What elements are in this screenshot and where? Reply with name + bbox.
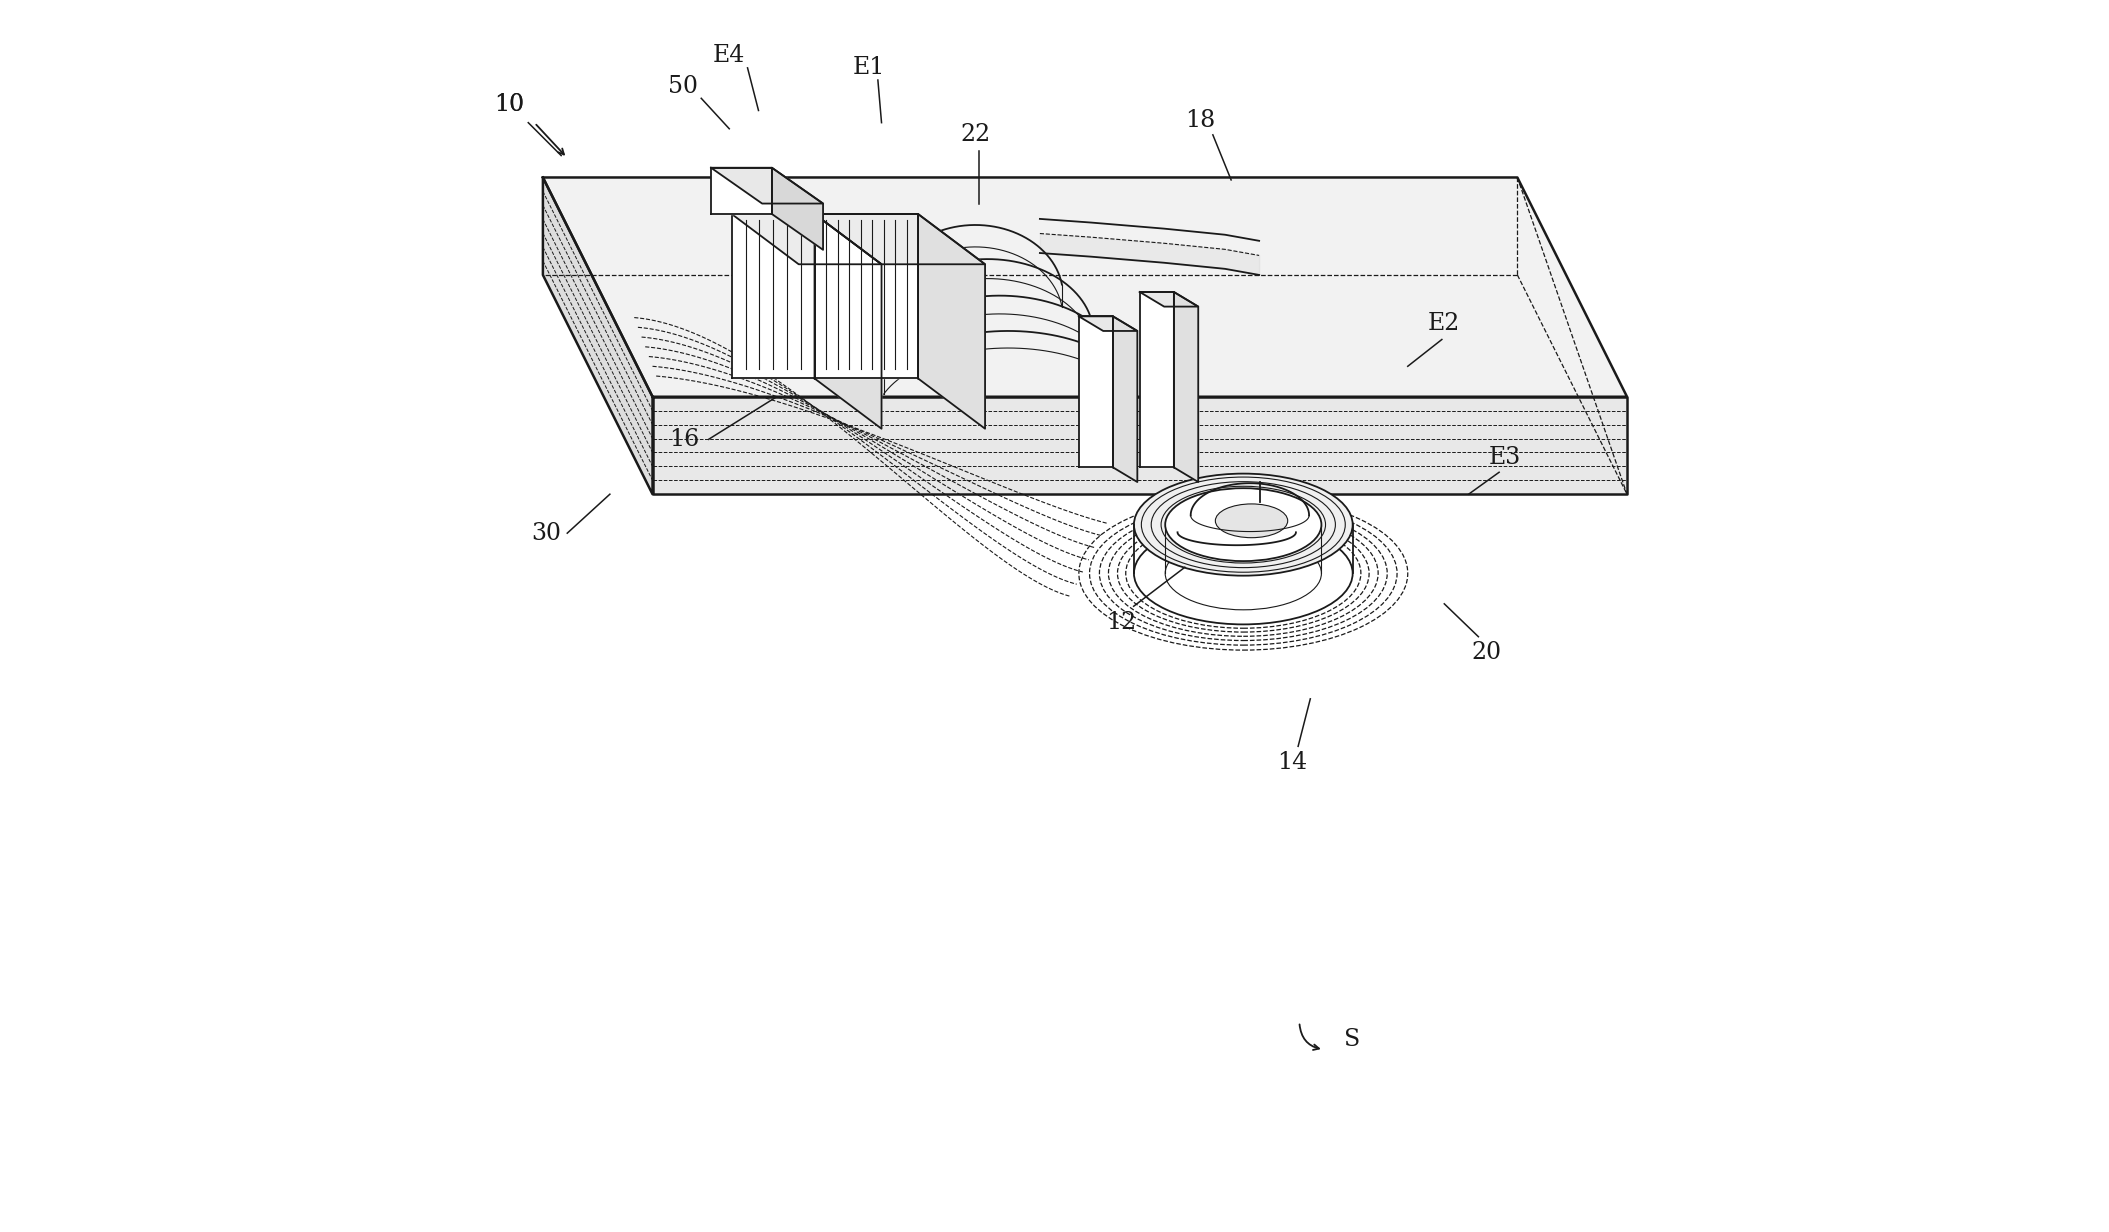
- Polygon shape: [814, 214, 882, 429]
- Text: 10: 10: [494, 92, 523, 116]
- Text: 50: 50: [669, 75, 698, 97]
- Text: 22: 22: [960, 123, 991, 147]
- Ellipse shape: [1135, 473, 1352, 575]
- Polygon shape: [1080, 317, 1114, 467]
- Text: 14: 14: [1276, 750, 1308, 774]
- Polygon shape: [542, 177, 1626, 397]
- Text: E1: E1: [854, 57, 886, 79]
- Text: 20: 20: [1472, 641, 1502, 664]
- Polygon shape: [814, 214, 917, 378]
- Polygon shape: [732, 214, 814, 378]
- Text: 16: 16: [669, 428, 700, 451]
- Text: E3: E3: [1489, 446, 1521, 469]
- Ellipse shape: [1215, 504, 1289, 537]
- Polygon shape: [772, 168, 823, 250]
- Text: 12: 12: [1107, 611, 1137, 633]
- Text: S: S: [1343, 1029, 1360, 1051]
- Ellipse shape: [1164, 488, 1322, 561]
- Polygon shape: [732, 214, 882, 265]
- Text: E4: E4: [713, 44, 744, 68]
- Text: E2: E2: [1428, 312, 1462, 335]
- Polygon shape: [1139, 292, 1198, 307]
- Polygon shape: [1080, 317, 1137, 331]
- Polygon shape: [711, 168, 772, 214]
- Polygon shape: [814, 214, 985, 265]
- Polygon shape: [1175, 292, 1198, 482]
- Polygon shape: [542, 177, 652, 494]
- Polygon shape: [1114, 317, 1137, 482]
- Polygon shape: [1139, 292, 1175, 467]
- Polygon shape: [652, 397, 1626, 494]
- Polygon shape: [711, 168, 823, 203]
- Text: 18: 18: [1185, 108, 1215, 132]
- Polygon shape: [917, 214, 985, 429]
- Text: 30: 30: [531, 521, 561, 545]
- Text: 10: 10: [494, 92, 523, 116]
